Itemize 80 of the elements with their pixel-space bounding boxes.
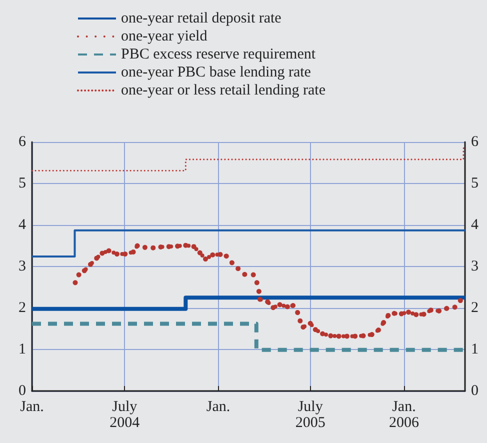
y2-tick-label: 3 [471,258,478,274]
legend-label: one-year or less retail lending rate [121,82,326,98]
point [344,334,350,339]
y2-tick-label: 5 [471,176,478,192]
y2-tick-label: 6 [471,134,479,150]
point [183,242,188,248]
point [298,318,303,324]
point [254,280,260,286]
point [256,288,262,294]
point [376,327,381,332]
point [290,303,296,308]
point [398,311,404,316]
y-tick-label: 5 [18,176,26,192]
point [386,312,391,318]
point [406,310,412,315]
point [191,244,196,250]
point [444,306,450,311]
legend-label: PBC excess reserve requirement [121,46,316,62]
y-tick-label: 2 [18,300,26,316]
point [158,244,164,250]
point [295,310,300,316]
point [134,243,140,248]
y2-tick-label: 2 [471,300,478,316]
legend-label: one-year retail deposit rate [121,10,282,26]
point [150,245,156,250]
point [312,327,318,332]
point [203,256,208,262]
point [142,244,148,250]
y2-tick-label: 1 [471,342,478,358]
point [72,280,78,286]
point [352,334,358,339]
point [277,302,282,308]
point [242,272,248,277]
y2-tick-label: 4 [471,217,479,233]
point [106,248,112,254]
point [381,320,386,326]
point [428,308,434,313]
point [336,334,342,339]
point [250,272,256,278]
y-tick-label: 6 [18,134,26,150]
point [300,324,306,330]
point [414,312,419,318]
point [130,249,136,254]
point [257,296,262,302]
point [197,250,202,256]
x-tick-label: Jan. [20,399,44,415]
y2-tick-label: 0 [471,383,478,399]
x-tick-label: Jan. 2006 [388,399,420,431]
point [210,252,216,258]
x-tick-label: July 2005 [295,399,326,431]
y-tick-label: 3 [18,258,26,274]
point [270,305,276,310]
y-tick-label: 0 [18,383,26,399]
point [320,331,326,336]
point [218,252,223,257]
point [76,272,82,278]
point [88,262,94,267]
point [236,266,241,272]
point [122,252,128,257]
point [114,252,120,257]
y-tick-label: 4 [18,217,26,233]
point [224,254,229,259]
point [328,333,334,338]
x-tick-label: July 2004 [110,399,140,431]
point [100,250,105,256]
point [458,298,463,304]
point [82,268,87,274]
point [392,310,397,316]
y-tick-label: 1 [18,342,26,358]
point [284,304,290,310]
point [265,299,270,304]
point [436,308,442,314]
point [308,320,313,326]
legend-label: one-year yield [121,28,208,44]
point [452,304,458,310]
point [94,256,100,261]
x-tick-label: Jan. [206,399,230,415]
point [229,260,234,266]
point [166,244,172,250]
legend-label: one-year PBC base lending rate [121,64,312,80]
